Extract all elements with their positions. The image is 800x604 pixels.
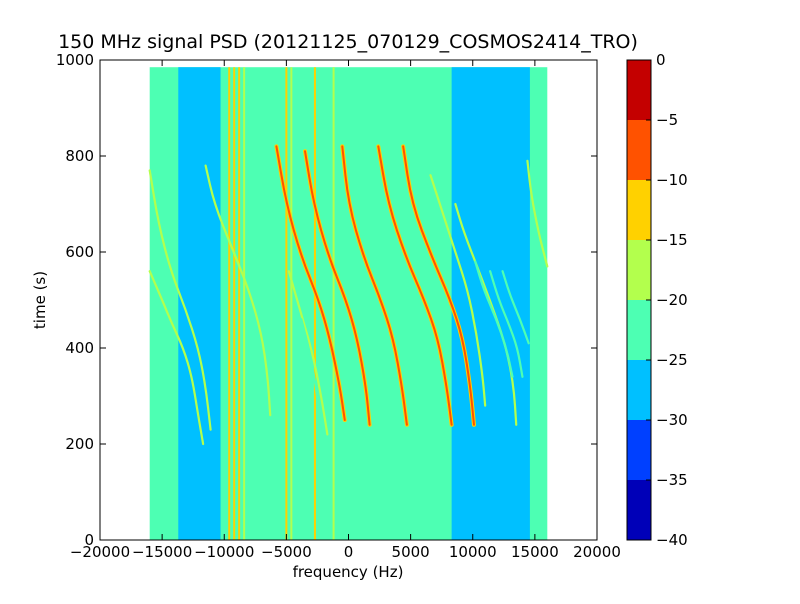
y-axis-label: time (s): [31, 271, 49, 329]
x-axis: −20000 −15000 −10000 −5000 0 5000 10000 15000 20…: [70, 60, 621, 561]
colorbar-band-0: [627, 480, 651, 540]
doppler-track-2: [341, 145, 408, 426]
doppler-track-14: [287, 270, 329, 436]
colorbar-tick-label: −15: [656, 231, 688, 249]
colorbar-tick-label: 0: [656, 51, 666, 69]
chart-title: 150 MHz signal PSD (20121125_070129_COSM…: [58, 31, 638, 53]
doppler-track-3: [377, 145, 453, 426]
doppler-track-15: [300, 318, 323, 436]
colorbar-tick-label: −40: [656, 531, 688, 549]
y-tick-label: 400: [65, 339, 94, 357]
x-tick-label: 5000: [392, 543, 430, 561]
colorbar-band-1: [627, 420, 651, 480]
plot-area: [148, 67, 549, 540]
x-tick-label: −20000: [70, 543, 130, 561]
x-tick-label: 10000: [449, 543, 497, 561]
doppler-track-12: [501, 270, 530, 345]
colorbar-tick-label: −30: [656, 411, 688, 429]
doppler-track-8: [429, 174, 487, 407]
colorbar-band-2: [627, 360, 651, 420]
x-tick-label: 20000: [573, 543, 621, 561]
colorbar-band-7: [627, 60, 651, 120]
y-tick-label: 0: [84, 531, 94, 549]
x-tick-label: −5000: [261, 543, 312, 561]
doppler-track-11: [489, 270, 524, 378]
colorbar-tick-label: −10: [656, 171, 688, 189]
doppler-track-1: [304, 150, 371, 426]
doppler-track-13: [526, 159, 549, 268]
x-tick-label: −10000: [194, 543, 254, 561]
x-tick-label: −15000: [132, 543, 192, 561]
colorbar-tick-label: −35: [656, 471, 688, 489]
colorbar-band-3: [627, 300, 651, 360]
x-tick-label: 15000: [511, 543, 559, 561]
doppler-track-5: [148, 270, 205, 446]
colorbar-band-5: [627, 180, 651, 240]
colorbar: 0 −5 −10 −15 −20 −25 −30 −35 −40: [626, 51, 688, 549]
y-axis: 0 200 400 600 800 1000: [56, 51, 597, 549]
colorbar-band-4: [627, 240, 651, 300]
doppler-track-4: [402, 145, 475, 426]
colorbar-tick-label: −5: [656, 111, 678, 129]
colorbar-tick-label: −25: [656, 351, 688, 369]
doppler-track-7: [204, 164, 272, 417]
doppler-track-6: [148, 169, 212, 431]
y-tick-label: 1000: [56, 51, 94, 69]
heatmap-region-0: [178, 67, 221, 540]
x-tick-label: 0: [344, 543, 354, 561]
colorbar-band-6: [627, 120, 651, 180]
doppler-track-0: [275, 145, 346, 421]
colorbar-tick-label: −20: [656, 291, 688, 309]
x-axis-label: frequency (Hz): [293, 563, 404, 581]
y-tick-label: 600: [65, 243, 94, 261]
doppler-track-10: [474, 260, 514, 378]
y-tick-label: 200: [65, 435, 94, 453]
y-tick-label: 800: [65, 147, 94, 165]
